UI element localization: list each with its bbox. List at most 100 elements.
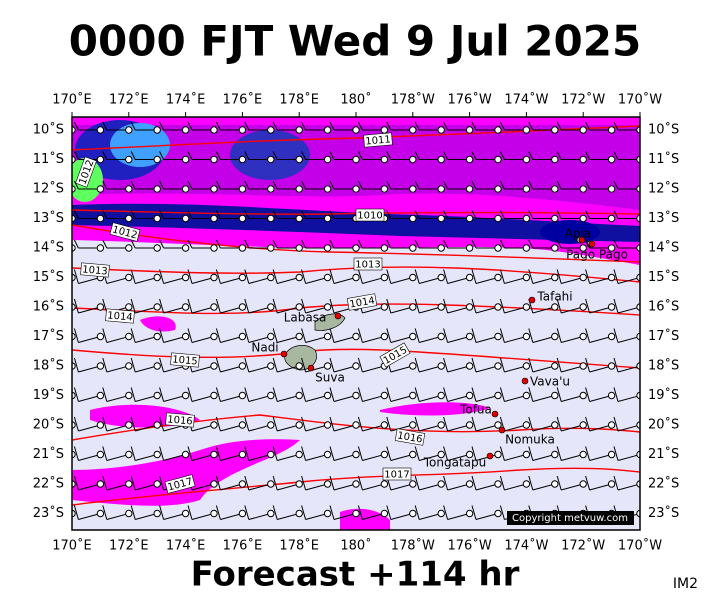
barb-shaft <box>617 277 640 284</box>
barb-station <box>380 273 389 282</box>
barb-flag <box>301 357 307 373</box>
barb-shaft <box>220 424 243 432</box>
barb-shaft <box>561 336 584 343</box>
barb-station <box>181 244 190 252</box>
barb-station <box>295 450 303 459</box>
barb-station <box>181 214 190 223</box>
barb-shaft <box>248 513 271 520</box>
place-label: Pago Pago <box>566 248 628 262</box>
barb-flag <box>471 446 477 461</box>
barb-shaft <box>390 424 413 432</box>
barb-flag <box>215 416 221 432</box>
barb-flag <box>386 121 392 131</box>
barb-shaft <box>589 277 612 284</box>
barb-shaft <box>390 306 413 314</box>
barb-station <box>238 126 247 134</box>
barb-station <box>323 214 332 223</box>
barb-shaft <box>163 513 186 520</box>
barb-station <box>607 244 616 252</box>
barb-flag <box>499 505 505 520</box>
barb-station <box>210 303 218 311</box>
barb-shaft <box>589 336 612 343</box>
barb-station <box>551 273 559 282</box>
barb-flag <box>73 475 79 491</box>
barb-shaft <box>589 365 612 373</box>
barb-station <box>352 332 360 341</box>
barb-station <box>522 391 531 400</box>
isobar-label-group: 1014 <box>346 293 378 311</box>
forecast-label: Forecast +114 hr <box>191 555 520 595</box>
isobar-label: 1016 <box>167 414 193 427</box>
barb-station <box>153 185 161 193</box>
barb-flag <box>272 416 278 432</box>
barb-flag <box>301 210 307 219</box>
barb-flag <box>613 328 619 343</box>
barb-station <box>295 273 303 282</box>
barb-shaft <box>248 454 271 461</box>
barb-shaft <box>419 336 442 343</box>
barb-flag <box>471 239 477 249</box>
barb-station <box>352 421 360 429</box>
barb-flag <box>272 269 278 284</box>
barb-station <box>295 480 303 488</box>
place-dot <box>528 296 536 304</box>
barb-flag <box>414 151 420 160</box>
lat-label-left: 10˚S <box>33 122 64 138</box>
barb-shaft <box>106 336 129 343</box>
barb-station <box>522 362 531 370</box>
barb-station <box>494 480 502 488</box>
place-label: Nomuka <box>505 433 555 447</box>
barb-shaft <box>163 395 186 402</box>
barb-flag <box>159 239 165 249</box>
barb-shaft <box>561 395 584 402</box>
barb-flag <box>443 328 449 343</box>
isobar-label-box <box>363 132 393 148</box>
lat-label-left: 19˚S <box>33 387 64 403</box>
barb-shaft <box>191 365 215 373</box>
barb-shaft <box>78 365 101 373</box>
barb-flag <box>329 475 335 491</box>
barb-station <box>409 155 417 164</box>
barb-shaft <box>504 277 527 284</box>
barb-flag <box>215 269 221 284</box>
barb-flag <box>73 121 79 131</box>
barb-flag <box>613 239 619 249</box>
barb-station <box>579 126 587 134</box>
barb-shaft <box>220 336 243 343</box>
barb-shaft <box>220 513 243 520</box>
barb-flag <box>414 121 420 131</box>
barb-station <box>96 185 105 193</box>
barb-station <box>153 391 161 400</box>
barb-shaft <box>504 306 527 314</box>
barb-station <box>323 509 332 518</box>
barb-station <box>295 185 303 193</box>
barb-flag <box>272 121 278 131</box>
barb-shaft <box>390 483 413 491</box>
barb-shaft <box>78 483 101 491</box>
barb-flag <box>471 121 477 131</box>
barb-station <box>352 391 360 400</box>
barb-station <box>380 155 389 164</box>
barb-flag <box>443 239 449 249</box>
barb-flag <box>528 180 534 190</box>
isobar-label-box <box>346 293 378 311</box>
barb-shaft <box>390 395 413 402</box>
barb-flag <box>585 416 591 432</box>
barb-shaft <box>78 277 101 284</box>
barb-shaft <box>362 454 385 461</box>
barb-shaft <box>106 365 129 373</box>
barb-flag <box>329 298 335 314</box>
barb-shaft <box>532 277 555 284</box>
barb-shaft <box>135 395 158 402</box>
barb-flag <box>528 416 534 432</box>
lat-label-right: 10˚S <box>648 122 679 138</box>
barb-station <box>352 362 360 370</box>
barb-station <box>153 155 161 164</box>
barb-station <box>551 332 559 341</box>
barb-shaft <box>163 365 186 373</box>
barb-station <box>579 155 587 164</box>
barb-station <box>125 421 133 429</box>
barb-flag <box>130 239 136 249</box>
barb-station <box>238 185 247 193</box>
barb-flag <box>102 416 108 432</box>
